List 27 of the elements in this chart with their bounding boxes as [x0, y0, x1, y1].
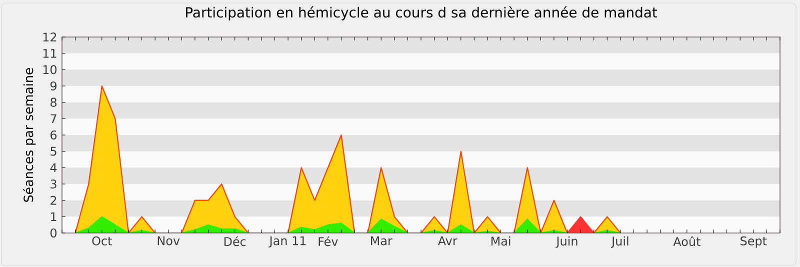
x-tick-label: Déc	[224, 236, 246, 246]
x-tick-label: Jan 11	[268, 236, 306, 248]
y-tick-label: 6	[50, 130, 57, 140]
x-tick-label: Août	[673, 236, 700, 246]
y-tick-label: 4	[50, 163, 57, 172]
y-tick-label: 8	[50, 98, 56, 107]
y-tick-label: 1	[51, 212, 56, 222]
chart-title: Participation en hémicycle au cours d sa dernière année de mandat	[186, 6, 658, 20]
y-tick-label: 12	[43, 32, 56, 42]
x-tick-label: Avr	[438, 236, 458, 246]
y-tick-label: 11	[43, 48, 56, 58]
y-axis-title: Séances par semaine	[22, 68, 36, 202]
x-tick-label: Mai	[491, 236, 510, 246]
y-tick-label: 9	[50, 81, 56, 91]
x-tick-label: Fév	[318, 236, 338, 246]
x-tick-label: Juin	[556, 236, 578, 248]
y-tick-label: 7	[50, 114, 56, 124]
x-tick-label: Juil	[610, 236, 628, 248]
x-tick-label: Oct	[92, 236, 112, 246]
y-tick-label: 0	[50, 228, 57, 238]
y-tick-label: 5	[50, 146, 56, 156]
x-tick-label: Mar	[371, 236, 392, 246]
y-tick-label: 10	[43, 65, 57, 74]
x-tick-label: Nov	[158, 236, 180, 246]
y-tick-label: 3	[50, 179, 56, 189]
x-tick-label: Sept	[740, 236, 767, 248]
y-tick-label: 2	[50, 196, 56, 205]
